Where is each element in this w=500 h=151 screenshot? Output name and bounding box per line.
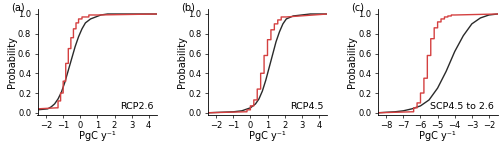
Text: (c): (c) (352, 3, 364, 13)
Y-axis label: Probability: Probability (176, 36, 186, 88)
Text: RCP4.5: RCP4.5 (290, 101, 324, 111)
Text: SCP4.5 to 2.6: SCP4.5 to 2.6 (430, 101, 494, 111)
Y-axis label: Probability: Probability (347, 36, 357, 88)
Y-axis label: Probability: Probability (6, 36, 16, 88)
Text: (a): (a) (11, 3, 25, 13)
X-axis label: PgC y⁻¹: PgC y⁻¹ (419, 131, 456, 141)
X-axis label: PgC y⁻¹: PgC y⁻¹ (79, 131, 116, 141)
Text: RCP2.6: RCP2.6 (120, 101, 154, 111)
X-axis label: PgC y⁻¹: PgC y⁻¹ (249, 131, 286, 141)
Text: (b): (b) (182, 3, 195, 13)
